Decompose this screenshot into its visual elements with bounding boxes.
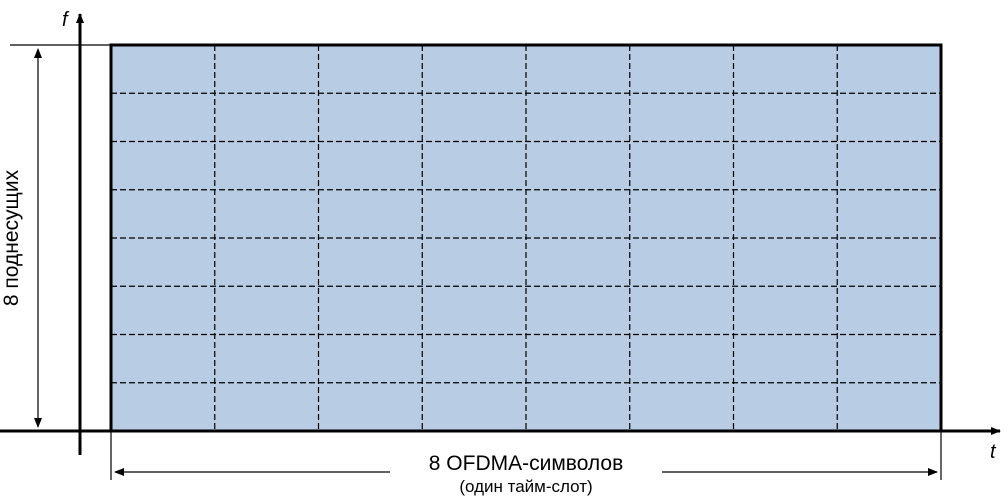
grid-lines <box>111 45 941 431</box>
horizontal-dimension-sublabel: (один тайм-слот) <box>459 477 592 496</box>
vertical-dimension: 8 поднесущих <box>0 44 111 428</box>
resource-grid <box>109 43 943 433</box>
vertical-dimension-label: 8 поднесущих <box>0 169 23 306</box>
x-axis-label: t <box>990 441 997 463</box>
axes: f t <box>0 9 1001 463</box>
horizontal-dimension-label: 8 OFDMA-символов <box>429 452 623 475</box>
horizontal-dimension: 8 OFDMA-символов (один тайм-слот) <box>110 431 942 496</box>
y-axis-label: f <box>62 9 70 31</box>
